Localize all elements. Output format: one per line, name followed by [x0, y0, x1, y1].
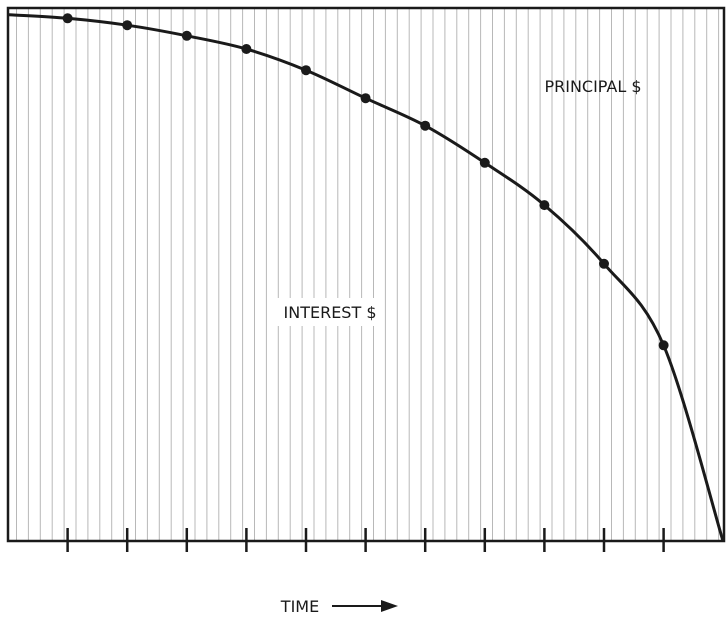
data-point — [420, 120, 431, 131]
principal-region-label: PRINCIPAL $ — [544, 77, 641, 96]
data-point — [479, 157, 490, 168]
data-point — [599, 258, 609, 269]
x-ticks — [66, 528, 665, 552]
data-point — [181, 30, 192, 41]
data-point — [122, 20, 133, 31]
interest-label-background — [276, 298, 384, 326]
x-axis-arrow-icon — [332, 600, 398, 612]
data-point — [301, 65, 311, 76]
data-points — [62, 13, 669, 351]
data-point — [539, 200, 550, 211]
interest-region-label: INTEREST $ — [284, 303, 377, 322]
data-point — [360, 93, 371, 104]
grid-lines — [16, 8, 720, 541]
series-curve — [7, 13, 725, 542]
x-axis-label: TIME — [280, 597, 319, 615]
data-point — [658, 340, 669, 351]
data-point — [241, 44, 252, 54]
data-point — [62, 13, 73, 24]
